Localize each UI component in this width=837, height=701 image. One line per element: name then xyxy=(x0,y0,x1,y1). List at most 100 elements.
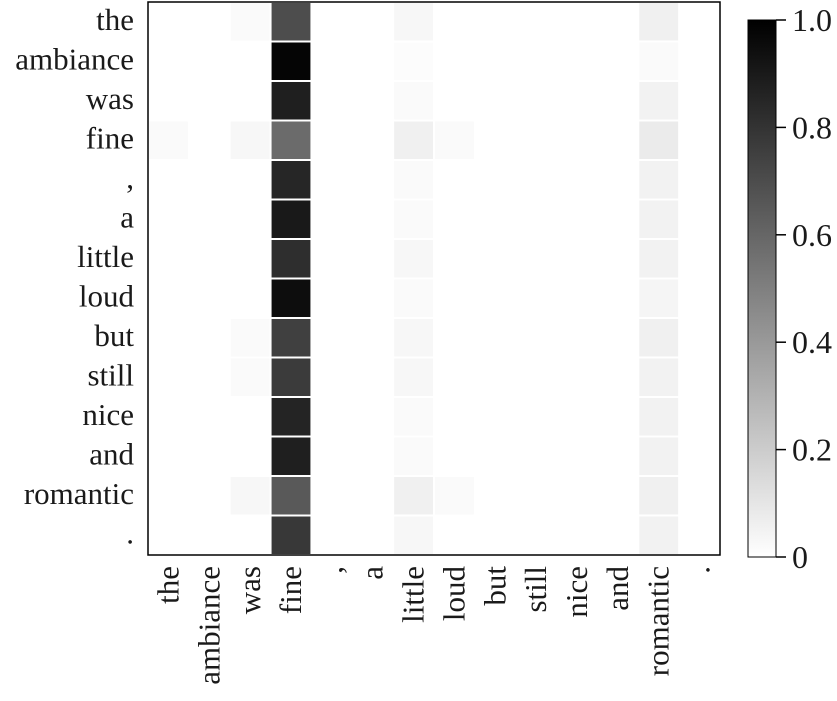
heatmap-cell xyxy=(475,200,515,238)
heatmap-cell xyxy=(394,42,433,80)
heatmap-cell xyxy=(353,82,393,120)
heatmap-cell xyxy=(435,319,474,357)
heatmap-cell xyxy=(353,279,393,317)
heatmap-cell xyxy=(639,161,679,199)
heatmap-cell xyxy=(149,398,188,436)
heatmap-cell xyxy=(312,437,352,475)
heatmap-cell xyxy=(516,121,556,159)
column-label: was xyxy=(232,566,267,614)
heatmap-cell xyxy=(516,82,556,120)
heatmap-cell xyxy=(149,82,188,120)
heatmap-cell xyxy=(475,3,515,41)
row-label: still xyxy=(87,357,134,392)
heatmap-cell xyxy=(639,3,679,41)
heatmap-cell xyxy=(516,42,556,80)
heatmap-cell xyxy=(230,82,270,120)
row-label: , xyxy=(126,160,134,195)
row-label: . xyxy=(126,515,134,550)
column-label: romantic xyxy=(641,566,676,676)
heatmap-cell xyxy=(149,161,188,199)
heatmap-cell xyxy=(189,200,229,238)
column-label: and xyxy=(600,566,635,611)
heatmap-cell xyxy=(557,477,597,515)
row-label: nice xyxy=(82,397,134,432)
heatmap-cell xyxy=(557,200,597,238)
heatmap-cell xyxy=(680,240,719,278)
heatmap-cell xyxy=(394,279,433,317)
heatmap-cell xyxy=(149,516,188,554)
heatmap-cell xyxy=(271,477,311,515)
heatmap-cell xyxy=(189,42,229,80)
heatmap-cell xyxy=(189,121,229,159)
heatmap-cell xyxy=(271,3,311,41)
heatmap-cell xyxy=(189,279,229,317)
heatmap-cell xyxy=(557,358,597,396)
row-label: romantic xyxy=(24,476,134,511)
heatmap-cell xyxy=(353,516,393,554)
heatmap-cell xyxy=(598,82,638,120)
heatmap-cell xyxy=(598,161,638,199)
heatmap-cell xyxy=(435,398,474,436)
heatmap-cell xyxy=(475,82,515,120)
colorbar-tick-label: 1.0 xyxy=(792,2,832,38)
heatmap-cell xyxy=(475,42,515,80)
heatmap-cell xyxy=(680,121,719,159)
heatmap-cell xyxy=(312,200,352,238)
heatmap-cell xyxy=(516,161,556,199)
heatmap-cell xyxy=(639,319,679,357)
heatmap-cell xyxy=(557,279,597,317)
heatmap-cell xyxy=(639,398,679,436)
heatmap-cell xyxy=(680,319,719,357)
heatmap-cell xyxy=(435,42,474,80)
heatmap-cell xyxy=(394,398,433,436)
row-labels: the ambiance was fine, a little loud but still ni… xyxy=(15,2,134,551)
heatmap-cell xyxy=(149,3,188,41)
heatmap-cell xyxy=(516,358,556,396)
heatmap-cell xyxy=(312,279,352,317)
row-label: but xyxy=(94,318,134,353)
heatmap-cell xyxy=(435,161,474,199)
heatmap-cell xyxy=(598,279,638,317)
heatmap-cell xyxy=(149,437,188,475)
heatmap-cell xyxy=(435,358,474,396)
heatmap-cell xyxy=(353,398,393,436)
heatmap-cell xyxy=(271,437,311,475)
heatmap-cell xyxy=(557,398,597,436)
row-label: fine xyxy=(86,120,134,155)
column-label: still xyxy=(518,566,553,613)
heatmap-cell xyxy=(435,516,474,554)
heatmap-cell xyxy=(680,437,719,475)
heatmap-cell xyxy=(312,319,352,357)
heatmap-cell xyxy=(475,319,515,357)
heatmap-cell xyxy=(149,200,188,238)
heatmap-cell xyxy=(312,477,352,515)
heatmap-cell xyxy=(394,358,433,396)
heatmap-cell xyxy=(189,516,229,554)
heatmap-cell xyxy=(271,121,311,159)
column-label: little xyxy=(396,566,431,623)
heatmap-cell xyxy=(516,477,556,515)
heatmap-cell xyxy=(394,200,433,238)
row-label: a xyxy=(120,199,134,234)
heatmap-cell xyxy=(639,437,679,475)
heatmap-cell xyxy=(189,319,229,357)
heatmap-cell xyxy=(598,240,638,278)
heatmap-cell xyxy=(312,161,352,199)
heatmap-cell xyxy=(680,82,719,120)
heatmap-cell xyxy=(475,121,515,159)
heatmap-cell xyxy=(230,161,270,199)
heatmap-cell xyxy=(475,161,515,199)
row-label: and xyxy=(89,436,134,471)
column-label: , xyxy=(314,566,349,574)
heatmap-cell xyxy=(312,3,352,41)
heatmap-cell xyxy=(271,398,311,436)
heatmap-cell xyxy=(271,200,311,238)
heatmap-cell xyxy=(475,240,515,278)
heatmap-cell xyxy=(639,240,679,278)
heatmap-cell xyxy=(149,240,188,278)
heatmap-cell xyxy=(271,82,311,120)
row-label: the xyxy=(96,2,134,37)
column-label: ambiance xyxy=(191,566,226,685)
row-label: loud xyxy=(79,278,135,313)
